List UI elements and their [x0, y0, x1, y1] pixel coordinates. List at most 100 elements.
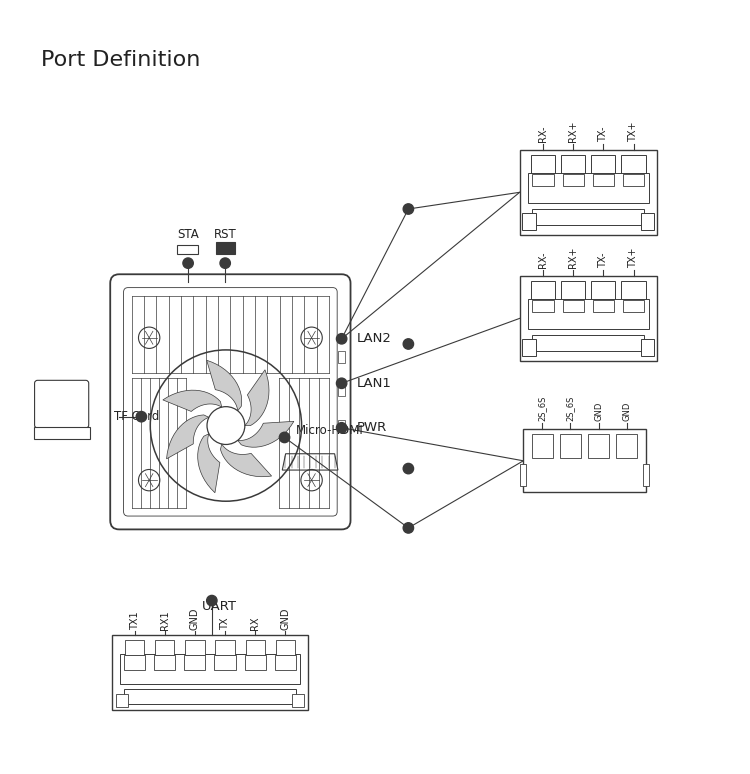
- Text: GND: GND: [190, 607, 200, 629]
- Bar: [640, 340, 654, 356]
- Text: RX-: RX-: [538, 252, 548, 269]
- Bar: [561, 155, 585, 173]
- Bar: [125, 640, 144, 655]
- Circle shape: [337, 378, 346, 389]
- Text: TX: TX: [220, 617, 230, 629]
- Bar: [338, 384, 345, 396]
- Bar: [592, 300, 614, 312]
- Circle shape: [337, 334, 346, 344]
- Bar: [520, 276, 657, 361]
- Circle shape: [279, 432, 290, 443]
- Polygon shape: [198, 433, 220, 493]
- FancyBboxPatch shape: [110, 274, 350, 529]
- Bar: [532, 300, 554, 312]
- Bar: [155, 640, 175, 655]
- Text: RX: RX: [251, 616, 260, 629]
- Text: GND: GND: [594, 402, 603, 422]
- Bar: [38, 383, 50, 392]
- Bar: [154, 656, 176, 670]
- Text: LAN1: LAN1: [356, 377, 392, 390]
- Bar: [124, 656, 146, 670]
- Bar: [562, 300, 584, 312]
- Bar: [592, 173, 614, 186]
- Text: 2S_6S: 2S_6S: [538, 396, 547, 422]
- Bar: [643, 464, 649, 486]
- Text: Micro-HDMI: Micro-HDMI: [296, 424, 364, 437]
- Bar: [623, 300, 644, 312]
- Bar: [112, 635, 308, 710]
- Text: RX1: RX1: [160, 610, 170, 629]
- Bar: [531, 281, 555, 300]
- Bar: [215, 640, 235, 655]
- Text: TX1: TX1: [130, 611, 140, 629]
- Bar: [215, 242, 235, 254]
- Bar: [292, 694, 304, 707]
- Bar: [34, 426, 89, 439]
- Bar: [528, 173, 649, 203]
- Text: STA: STA: [177, 228, 199, 241]
- Circle shape: [404, 204, 413, 214]
- Bar: [119, 654, 301, 683]
- Text: UART: UART: [202, 600, 237, 613]
- Polygon shape: [163, 390, 222, 412]
- Circle shape: [404, 339, 413, 349]
- Bar: [338, 351, 345, 363]
- Bar: [622, 281, 646, 300]
- Circle shape: [183, 258, 194, 269]
- Circle shape: [207, 595, 217, 606]
- Bar: [522, 340, 536, 356]
- Circle shape: [404, 464, 413, 474]
- Bar: [524, 430, 646, 492]
- Bar: [616, 433, 638, 457]
- Bar: [116, 694, 128, 707]
- Text: GND: GND: [280, 607, 290, 629]
- Bar: [244, 656, 266, 670]
- Bar: [124, 689, 296, 704]
- Text: Port Definition: Port Definition: [41, 50, 201, 70]
- Bar: [177, 245, 198, 254]
- Polygon shape: [244, 370, 269, 426]
- Text: PWR: PWR: [356, 421, 387, 434]
- Bar: [622, 155, 646, 173]
- Text: TX+: TX+: [628, 122, 638, 142]
- Bar: [184, 656, 206, 670]
- Bar: [532, 335, 644, 351]
- Bar: [623, 173, 644, 186]
- Bar: [562, 173, 584, 186]
- Circle shape: [136, 412, 146, 422]
- Circle shape: [220, 258, 230, 269]
- Bar: [274, 656, 296, 670]
- Polygon shape: [166, 415, 209, 459]
- Bar: [245, 640, 265, 655]
- Bar: [520, 149, 657, 235]
- Bar: [338, 420, 345, 431]
- Text: TX-: TX-: [598, 127, 608, 142]
- Bar: [528, 299, 649, 329]
- Text: TX+: TX+: [628, 248, 638, 269]
- Bar: [520, 464, 526, 486]
- Bar: [588, 433, 609, 457]
- Bar: [591, 155, 616, 173]
- Circle shape: [404, 522, 413, 533]
- Bar: [276, 640, 295, 655]
- Text: RST: RST: [214, 228, 236, 241]
- Bar: [532, 173, 554, 186]
- FancyBboxPatch shape: [34, 380, 88, 428]
- Bar: [214, 656, 236, 670]
- Polygon shape: [282, 454, 338, 470]
- Polygon shape: [207, 360, 242, 411]
- Bar: [532, 210, 644, 224]
- Text: 2S_6S: 2S_6S: [566, 396, 575, 422]
- Bar: [185, 640, 205, 655]
- Bar: [591, 281, 616, 300]
- Text: TF Card: TF Card: [114, 410, 159, 423]
- Text: TX-: TX-: [598, 253, 608, 269]
- Circle shape: [337, 423, 346, 433]
- Text: RX-: RX-: [538, 125, 548, 142]
- Bar: [561, 281, 585, 300]
- Text: RX+: RX+: [568, 247, 578, 269]
- Text: RX+: RX+: [568, 121, 578, 142]
- Text: GND: GND: [622, 402, 632, 422]
- Bar: [532, 433, 553, 457]
- Bar: [522, 214, 536, 230]
